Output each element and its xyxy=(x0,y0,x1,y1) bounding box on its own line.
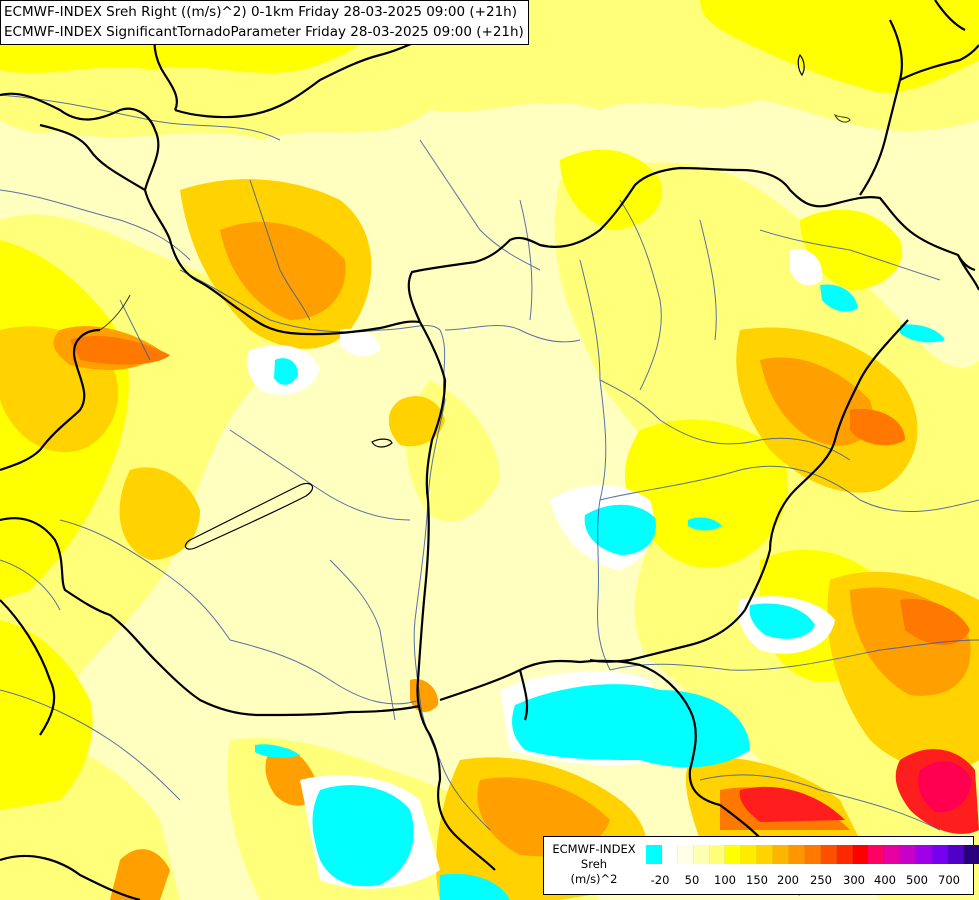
legend-swatch xyxy=(646,845,662,864)
sreh-field-crimson xyxy=(918,761,972,813)
legend-swatch xyxy=(789,845,805,864)
legend-tick-label: 500 xyxy=(906,873,928,887)
title-line-2: ECMWF-INDEX SignificantTornadoParameter … xyxy=(4,24,524,40)
legend-swatch xyxy=(677,845,694,864)
legend-tick-label: -20 xyxy=(650,873,670,887)
legend-swatch xyxy=(852,845,869,864)
legend-swatch xyxy=(900,845,917,864)
legend-title-line-3: (m/s)^2 xyxy=(570,872,618,886)
legend-swatch xyxy=(741,845,758,864)
region-borders xyxy=(99,113,851,331)
legend-swatch xyxy=(820,845,837,864)
legend-color-bar xyxy=(646,845,979,864)
legend-title-line-2: Sreh xyxy=(580,857,608,871)
color-legend: ECMWF-INDEX Sreh (m/s)^2 -20 50 100 150 200 2… xyxy=(543,836,979,895)
legend-swatch xyxy=(693,845,710,864)
legend-swatch xyxy=(963,845,979,864)
legend-swatch xyxy=(804,845,821,864)
sreh-field-orange xyxy=(53,221,971,900)
legend-title: ECMWF-INDEX Sreh (m/s)^2 xyxy=(546,842,642,887)
legend-tick-label: 250 xyxy=(810,873,832,887)
legend-tick-label: 200 xyxy=(777,873,799,887)
sreh-field-cyan xyxy=(255,284,945,900)
legend-tick-label: 700 xyxy=(938,873,960,887)
title-line-1: ECMWF-INDEX Sreh Right ((m/s)^2) 0-1km F… xyxy=(4,4,517,20)
legend-swatch xyxy=(884,845,901,864)
legend-swatch xyxy=(757,845,774,864)
legend-swatch xyxy=(947,845,964,864)
legend-swatch xyxy=(932,845,948,864)
lakes xyxy=(184,53,805,550)
legend-swatch xyxy=(725,845,742,864)
legend-title-line-1: ECMWF-INDEX xyxy=(552,842,636,856)
legend-tick-label: 400 xyxy=(874,873,896,887)
legend-tick-label: 300 xyxy=(843,873,865,887)
legend-swatch xyxy=(836,845,853,864)
legend-swatch xyxy=(868,845,885,864)
legend-tick-label: 100 xyxy=(714,873,736,887)
legend-tick-label: 50 xyxy=(684,873,700,887)
legend-swatch xyxy=(661,845,678,864)
legend-swatch xyxy=(916,845,933,864)
map-title-box: ECMWF-INDEX Sreh Right ((m/s)^2) 0-1km F… xyxy=(0,0,529,45)
legend-swatch xyxy=(773,845,790,864)
legend-swatch xyxy=(709,845,726,864)
legend-tick-label: 150 xyxy=(746,873,768,887)
